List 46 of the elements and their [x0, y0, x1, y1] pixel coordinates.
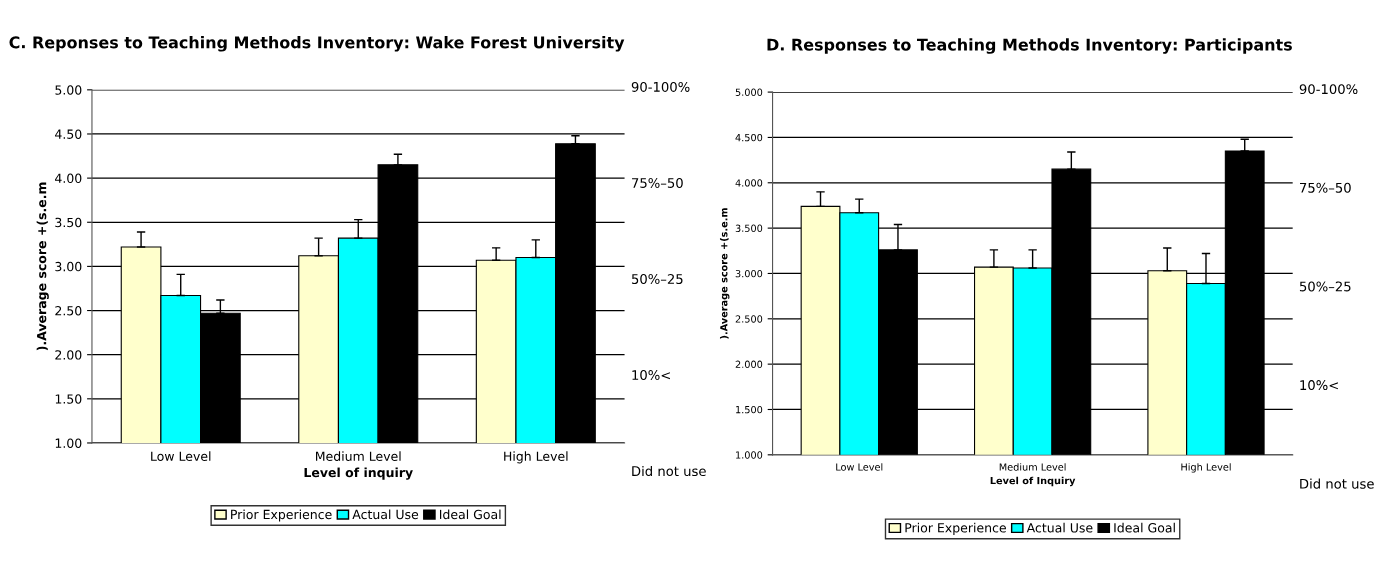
y-axis-title: ).Average score +(s.e.m	[719, 208, 730, 339]
text: 10%<	[632, 370, 670, 381]
y-tick-label: 4.00	[55, 173, 82, 184]
text: 90-100%	[631, 81, 690, 92]
y-tick-label: 4.50	[55, 129, 82, 139]
legend-label: Prior Experience	[231, 509, 332, 522]
y-tick-label: 2.50	[55, 306, 82, 316]
x-tick-label: Medium Level	[316, 451, 401, 461]
y-tick-label: 3.50	[55, 217, 82, 228]
y-tick-label: 2.000	[735, 360, 763, 368]
legend-label: Actual Use	[352, 509, 419, 520]
legend-label: Actual Use	[1026, 522, 1093, 533]
y-tick-label: 3.00	[55, 261, 82, 272]
legend-label: Ideal Goal	[439, 509, 501, 520]
legend-label: Ideal Goal	[1114, 522, 1175, 533]
text: 75%–50	[1300, 182, 1351, 193]
text: 50%–25	[1299, 281, 1351, 292]
y-tick-label: 4.500	[735, 133, 763, 142]
y-tick-label: 4.000	[735, 179, 763, 187]
text: 10%<	[1300, 380, 1338, 391]
y-tick-label: 3.000	[735, 269, 763, 278]
text: 75%–50	[632, 177, 683, 188]
x-tick-label: Medium Level	[999, 463, 1066, 471]
y-tick-label: 5.00	[55, 85, 82, 95]
chart-title: D. Responses to Teaching Methods Inventory: Participants	[767, 38, 1292, 54]
x-tick-label: Low Level	[836, 463, 883, 471]
text: Did not use	[632, 465, 706, 477]
y-tick-label: 1.000	[736, 451, 763, 459]
x-tick-label: High Level	[504, 451, 568, 464]
x-tick-label: High Level	[1181, 463, 1231, 473]
y-tick-label: 2.00	[55, 350, 82, 360]
y-tick-label: 1.00	[55, 438, 82, 448]
chart-title: C. Reponses to Teaching Methods Inventory: Wake Forest University	[9, 36, 625, 52]
x-axis-title: Level of inquiry	[304, 467, 413, 480]
text: 50%–25	[631, 274, 683, 284]
text: 90-100%	[1299, 84, 1358, 95]
x-tick-label: Low Level	[151, 451, 211, 461]
y-tick-label: 1.500	[736, 405, 763, 414]
y-tick-label: 5.000	[735, 88, 763, 96]
legend-label: Prior Experience	[905, 522, 1006, 535]
y-tick-label: 2.500	[735, 315, 763, 323]
y-tick-label: 1.50	[55, 394, 82, 404]
y-axis-title: ).Average score +(s.e.m	[36, 182, 49, 351]
x-axis-title: Level of Inquiry	[990, 476, 1076, 487]
text: Did not use	[1300, 478, 1374, 489]
y-tick-label: 3.500	[735, 224, 763, 232]
